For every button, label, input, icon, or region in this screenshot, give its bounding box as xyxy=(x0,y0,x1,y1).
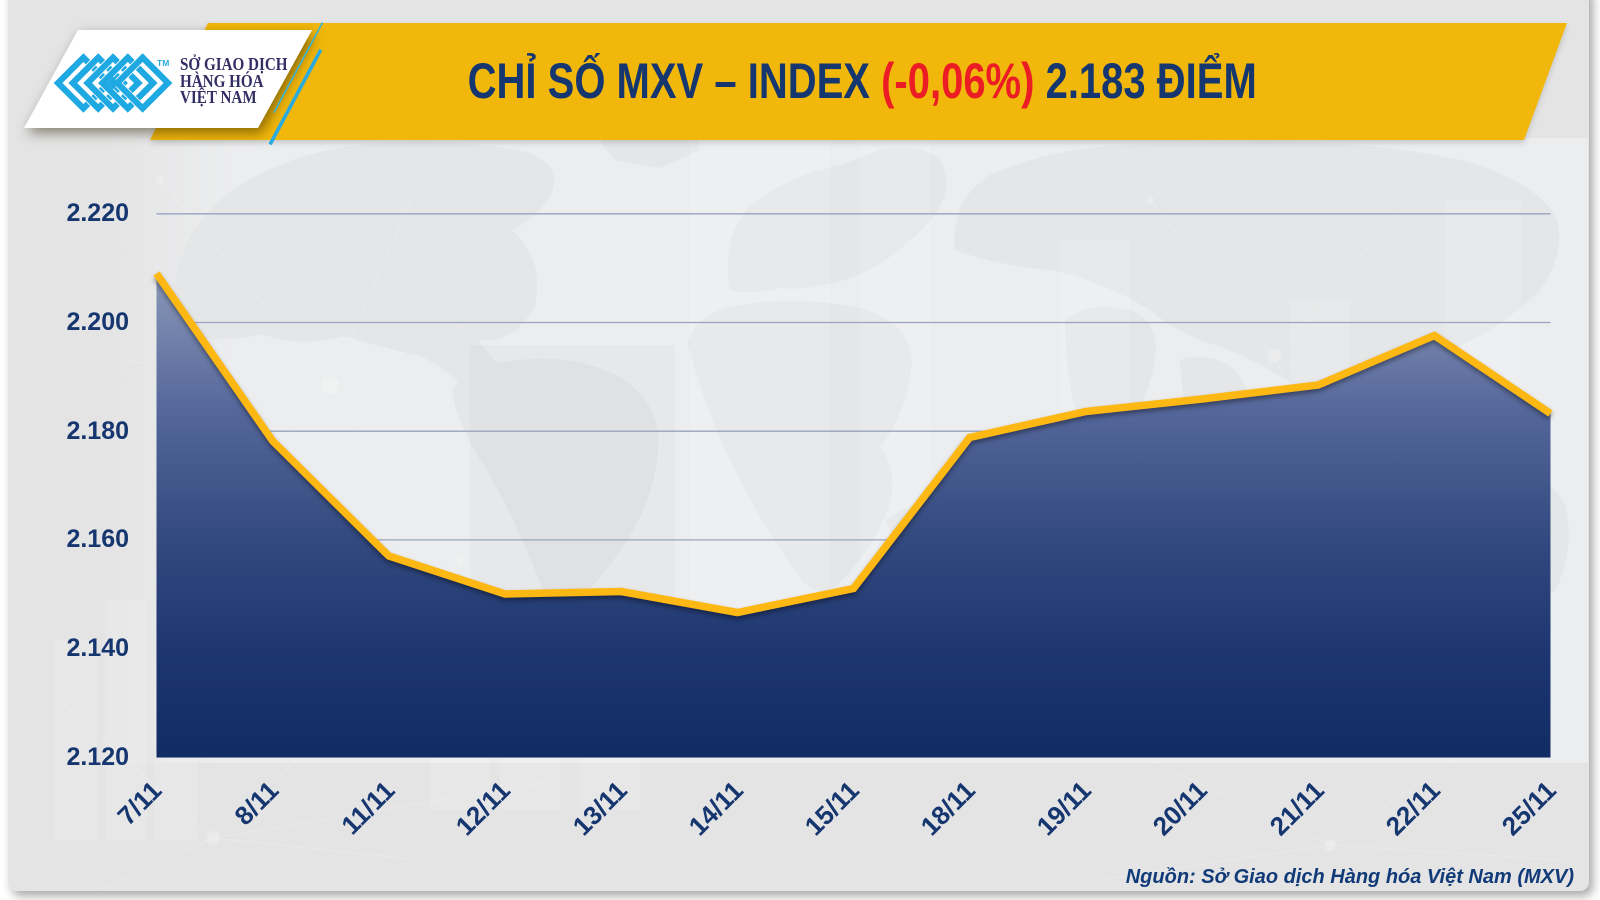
svg-text:TM: TM xyxy=(157,58,169,68)
